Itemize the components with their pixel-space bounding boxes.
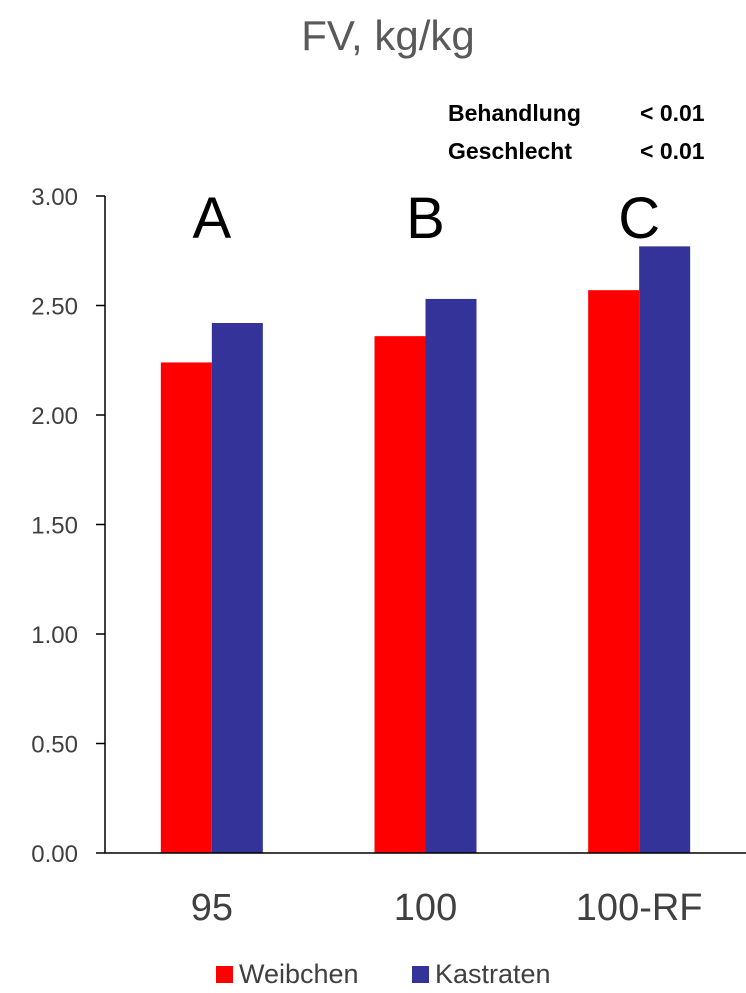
bar-kastraten-95 bbox=[211, 323, 263, 853]
y-tick-label: 3.00 bbox=[31, 184, 78, 211]
x-axis-labels: 95 100 100-RF bbox=[191, 887, 703, 929]
group-letter-a: A bbox=[192, 186, 231, 251]
legend-swatch-weibchen bbox=[216, 966, 233, 983]
x-category-label: 95 bbox=[191, 887, 233, 929]
group-letter-b: B bbox=[406, 186, 445, 251]
stat-label-geschlecht: Geschlecht bbox=[448, 138, 572, 164]
stat-label-behandlung: Behandlung bbox=[448, 100, 581, 126]
bars bbox=[160, 246, 691, 853]
y-tick-label: 0.00 bbox=[31, 841, 78, 868]
x-category-label: 100-RF bbox=[576, 887, 703, 929]
group-letters: A B C bbox=[192, 186, 660, 251]
legend-label-weibchen: Weibchen bbox=[239, 959, 359, 989]
bar-kastraten-100-rf bbox=[639, 246, 691, 853]
y-axis-ticks: 0.00 0.50 1.00 1.50 2.00 2.50 3.00 bbox=[31, 184, 105, 868]
bar-kastraten-100 bbox=[425, 298, 477, 853]
y-tick-label: 1.00 bbox=[31, 622, 78, 649]
legend-label-kastraten: Kastraten bbox=[435, 959, 551, 989]
bar-weibchen-100-rf bbox=[588, 290, 640, 853]
y-tick-label: 2.50 bbox=[31, 294, 78, 321]
stat-value-geschlecht: < 0.01 bbox=[640, 138, 705, 164]
y-tick-label: 1.50 bbox=[31, 513, 78, 540]
bar-weibchen-95 bbox=[160, 362, 212, 853]
bar-weibchen-100 bbox=[374, 336, 426, 853]
x-category-label: 100 bbox=[394, 887, 457, 929]
legend-swatch-kastraten bbox=[412, 966, 429, 983]
y-tick-label: 2.00 bbox=[31, 403, 78, 430]
stat-value-behandlung: < 0.01 bbox=[640, 100, 705, 126]
y-tick-label: 0.50 bbox=[31, 732, 78, 759]
legend: Weibchen Kastraten bbox=[216, 959, 551, 989]
chart-title: FV, kg/kg bbox=[301, 12, 475, 59]
group-letter-c: C bbox=[618, 186, 660, 251]
